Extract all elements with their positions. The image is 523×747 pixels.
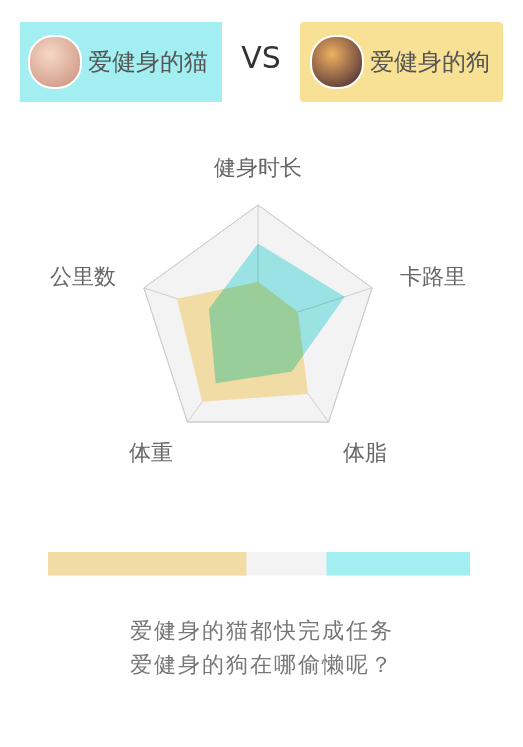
svg-text:健身时长: 健身时长 [214, 155, 302, 180]
html-text:VS: VS [241, 40, 281, 75]
svg-text:体重: 体重 [129, 440, 173, 465]
svg-text:卡路里: 卡路里 [400, 264, 466, 289]
html-text:爱健身的狗在哪偷懒呢？: 爱健身的狗在哪偷懒呢？ [129, 652, 394, 677]
svg-text:公里数: 公里数 [50, 264, 116, 289]
html-text:爱健身的狗: 爱健身的狗 [370, 48, 490, 76]
html-text:爱健身的猫: 爱健身的猫 [88, 48, 208, 76]
svg-text:体脂: 体脂 [343, 440, 387, 465]
html-text:爱健身的猫都快完成任务: 爱健身的猫都快完成任务 [129, 618, 394, 643]
